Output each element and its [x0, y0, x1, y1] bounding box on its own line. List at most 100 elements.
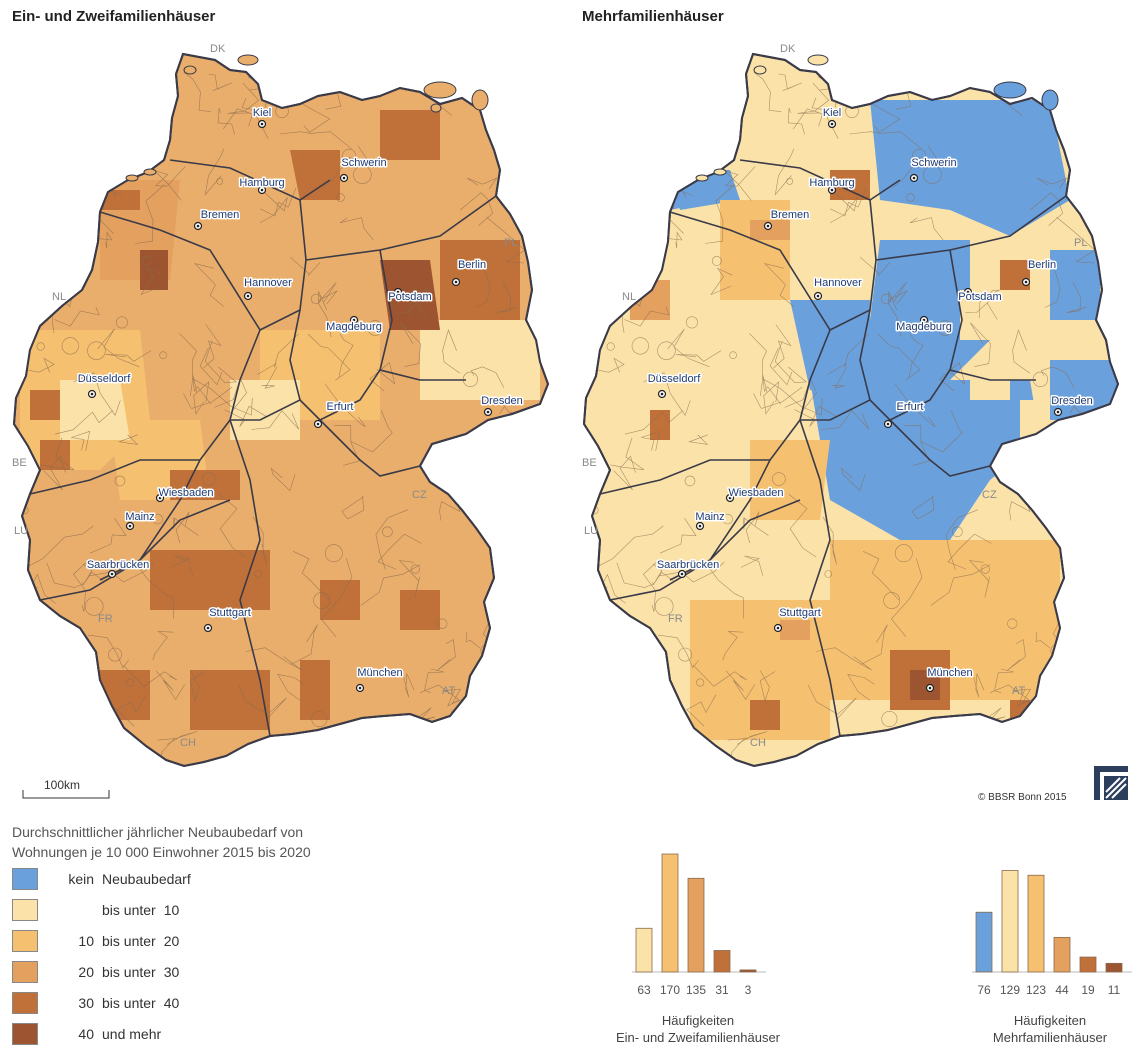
city-hamburg: Hamburg	[238, 176, 286, 195]
histogram-efh-caption-line2: Ein- und Zweifamilienhäuser	[615, 1030, 781, 1045]
city-potsdam: Potsdam	[957, 287, 1003, 305]
histogram-bar	[975, 911, 993, 973]
svg-text:Dresden: Dresden	[1051, 395, 1093, 407]
svg-text:Dresden: Dresden	[481, 395, 523, 407]
svg-text:Erfurt: Erfurt	[897, 401, 924, 413]
svg-text:Erfurt: Erfurt	[327, 401, 354, 413]
svg-text:München: München	[357, 667, 402, 679]
copyright: © BBSR Bonn 2015	[978, 792, 1067, 803]
legend-label: bis unter 20	[102, 933, 180, 949]
legend-lower-bound: 30	[78, 995, 94, 1011]
country-label-fr: FR	[668, 613, 683, 625]
histogram-bar-label: 44	[1055, 983, 1069, 997]
germany-map-efh: Kiel Hamburg Schwerin Bremen Berlin Hannover P…	[12, 43, 549, 767]
city-berlin: Berlin	[1021, 258, 1058, 287]
city-magdeburg: Magdeburg	[325, 315, 383, 335]
histogram-bar	[1027, 874, 1045, 973]
map-title-mfh: Mehrfamilienhäuser	[582, 8, 724, 25]
scale-label: 100km	[44, 778, 81, 792]
city-hannover: Hannover	[813, 276, 864, 301]
city-stuttgart: Stuttgart	[773, 606, 822, 633]
country-label-ch: CH	[750, 737, 766, 749]
legend-upper-bound: 10	[163, 902, 180, 918]
histogram-efh-caption: Häufigkeiten Ein- und Zweifamilienhäuser	[578, 1012, 818, 1046]
country-label-be: BE	[12, 457, 27, 469]
country-label-ch: CH	[180, 737, 196, 749]
country-label-at: AT	[1012, 685, 1026, 697]
legend-swatch	[12, 868, 38, 890]
city-münchen: München	[356, 666, 404, 693]
legend-lower-bound: 20	[78, 964, 94, 980]
histogram-bar-label: 76	[977, 983, 991, 997]
svg-text:Kiel: Kiel	[823, 107, 841, 119]
svg-text:Berlin: Berlin	[458, 259, 486, 271]
svg-text:Hamburg: Hamburg	[239, 177, 284, 189]
country-label-dk: DK	[780, 43, 796, 55]
city-erfurt: Erfurt	[883, 400, 925, 429]
city-schwerin: Schwerin	[340, 156, 388, 183]
svg-text:Stuttgart: Stuttgart	[779, 607, 821, 619]
country-label-dk: DK	[210, 43, 226, 55]
country-label-fr: FR	[98, 613, 113, 625]
city-bremen: Bremen	[763, 208, 811, 231]
city-hamburg: Hamburg	[808, 176, 856, 195]
city-berlin: Berlin	[451, 258, 488, 287]
histogram-bar-label: 135	[686, 983, 706, 997]
svg-text:Hamburg: Hamburg	[809, 177, 854, 189]
city-erfurt: Erfurt	[313, 400, 355, 429]
city-saarbrücken: Saarbrücken	[655, 558, 721, 579]
histogram-bar-label: 170	[660, 983, 680, 997]
country-label-be: BE	[582, 457, 597, 469]
city-düsseldorf: Düsseldorf	[646, 372, 703, 399]
legend-title: Durchschnittlicher jährlicher Neubaubeda…	[12, 822, 432, 862]
svg-text:Schwerin: Schwerin	[911, 157, 956, 169]
city-kiel: Kiel	[251, 106, 273, 129]
city-schwerin: Schwerin	[910, 156, 958, 183]
svg-text:München: München	[927, 667, 972, 679]
city-stuttgart: Stuttgart	[203, 606, 252, 633]
city-düsseldorf: Düsseldorf	[76, 372, 133, 399]
legend-upper-bound: 30	[163, 964, 180, 980]
scale-bar: 100km	[22, 778, 112, 805]
country-label-nl: NL	[622, 291, 636, 303]
legend-title-line2: Wohnungen je 10 000 Einwohner 2015 bis 2…	[12, 844, 311, 860]
city-magdeburg: Magdeburg	[895, 315, 953, 335]
legend-swatch	[12, 961, 38, 983]
legend-lower-bound: 40	[78, 1026, 94, 1042]
legend-upper-bound: 20	[163, 933, 180, 949]
histogram-bar-label: 31	[715, 983, 729, 997]
country-label-lu: LU	[14, 525, 28, 537]
svg-text:Magdeburg: Magdeburg	[896, 321, 952, 333]
histogram-mfh: 76 129 123 44 19 11	[972, 870, 1132, 997]
histogram-bar-label: 123	[1026, 983, 1046, 997]
histogram-bar	[1079, 956, 1097, 973]
svg-text:Potsdam: Potsdam	[388, 291, 431, 303]
svg-text:Bremen: Bremen	[201, 209, 240, 221]
legend-label: bis unter 10	[102, 902, 180, 918]
svg-text:Berlin: Berlin	[1028, 259, 1056, 271]
svg-text:Bremen: Bremen	[771, 209, 810, 221]
svg-text:Kiel: Kiel	[253, 107, 271, 119]
histogram-bar-label: 11	[1108, 983, 1121, 997]
svg-text:Hannover: Hannover	[814, 277, 862, 289]
legend-swatch	[12, 1023, 38, 1045]
legend-upper-bound: 40	[163, 995, 180, 1011]
city-dresden: Dresden	[1050, 394, 1094, 417]
city-münchen: München	[926, 666, 974, 693]
histogram-mfh-caption: Häufigkeiten Mehrfamilienhäuser	[960, 1012, 1140, 1046]
histogram-bar-label: 19	[1081, 983, 1095, 997]
histogram-bar	[713, 950, 731, 973]
city-bremen: Bremen	[193, 208, 241, 231]
legend-label: Neubaubedarf	[102, 871, 191, 887]
legend-lower-bound: kein	[68, 871, 94, 887]
city-wiesbaden: Wiesbaden	[155, 486, 215, 503]
legend-title-line1: Durchschnittlicher jährlicher Neubaubeda…	[12, 824, 304, 840]
svg-text:Düsseldorf: Düsseldorf	[78, 373, 132, 385]
svg-text:Magdeburg: Magdeburg	[326, 321, 382, 333]
histogram-bar	[635, 927, 653, 973]
legend-swatch	[12, 899, 38, 921]
histogram-bar-label: 63	[637, 983, 651, 997]
svg-text:Wiesbaden: Wiesbaden	[158, 487, 213, 499]
svg-text:Saarbrücken: Saarbrücken	[87, 559, 149, 571]
svg-text:Stuttgart: Stuttgart	[209, 607, 251, 619]
